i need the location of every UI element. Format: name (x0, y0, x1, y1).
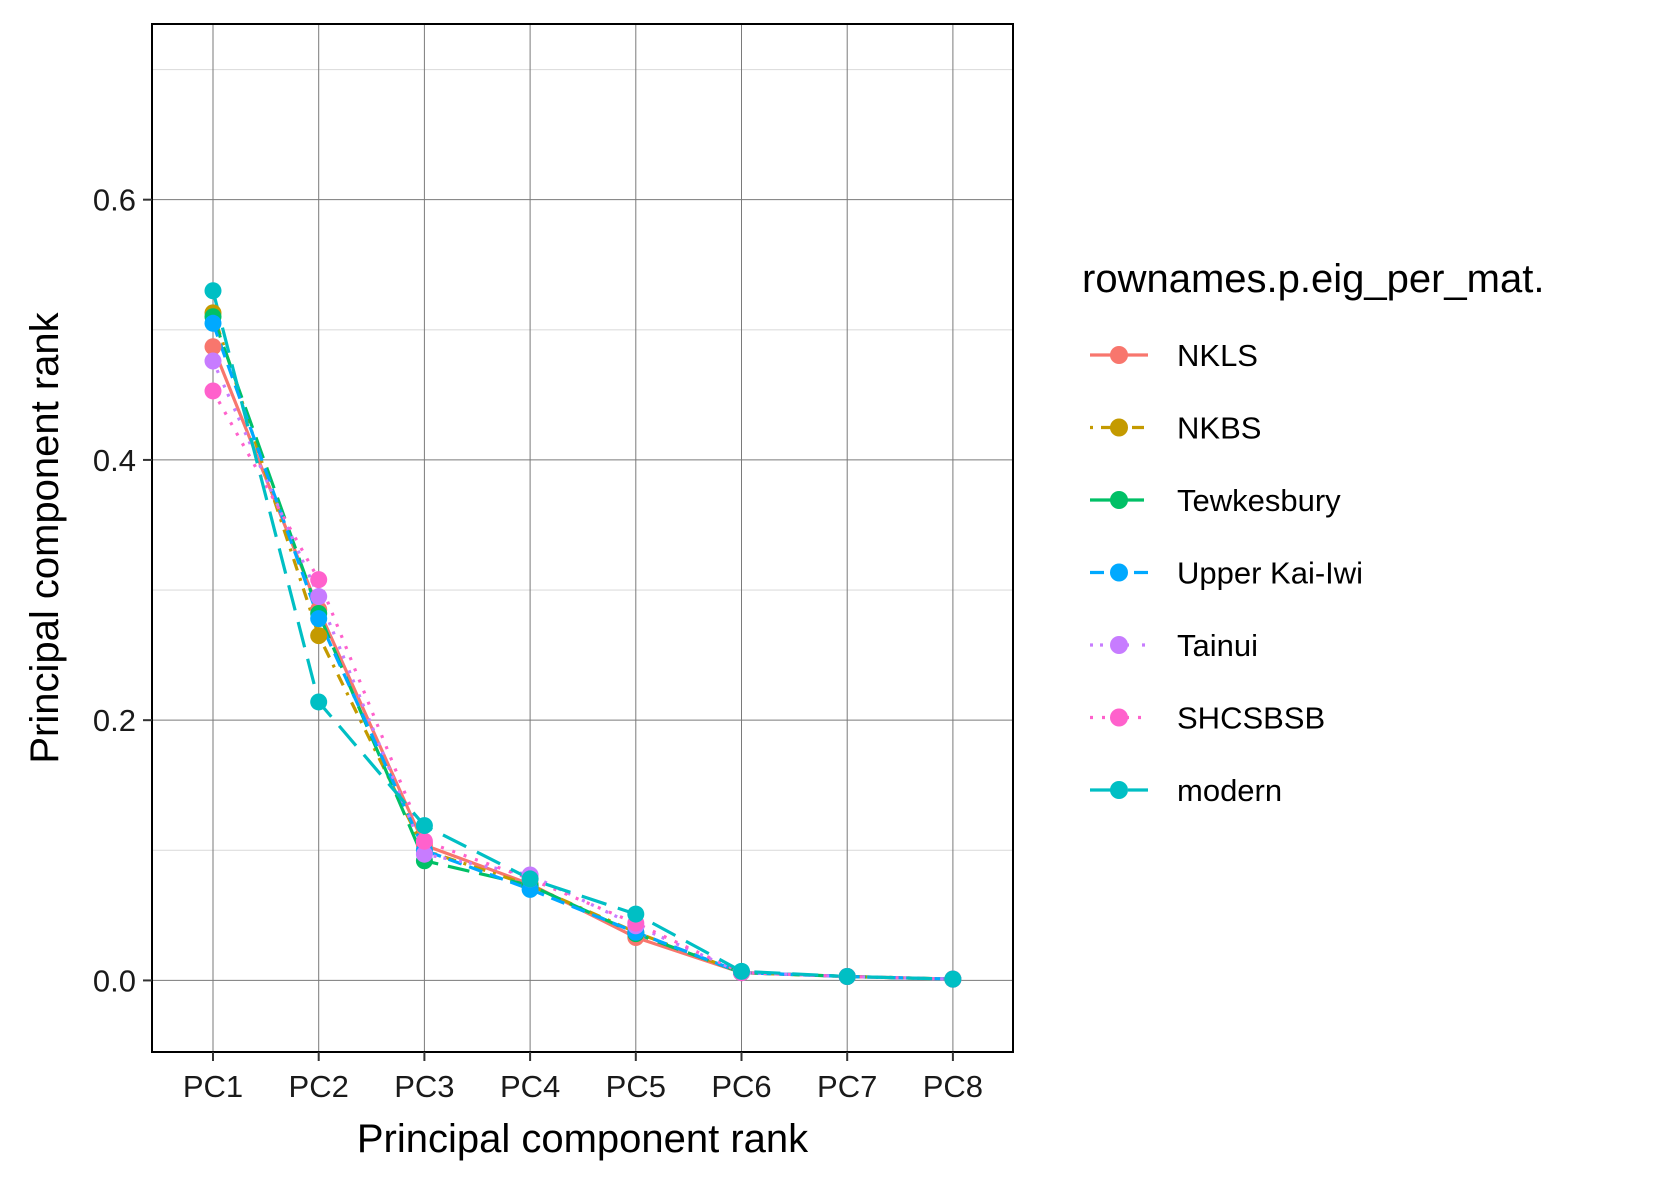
x-axis-title: Principal component rank (357, 1117, 809, 1161)
data-point (310, 588, 328, 606)
data-point (627, 905, 645, 923)
x-tick-label: PC1 (183, 1069, 243, 1104)
legend-title: rownames.p.eig_per_mat. (1082, 257, 1544, 301)
legend-key-point (1110, 781, 1128, 799)
data-point (204, 382, 222, 400)
x-tick-label: PC7 (817, 1069, 877, 1104)
x-tick-label: PC2 (289, 1069, 349, 1104)
x-tick-label: PC5 (606, 1069, 666, 1104)
data-point (838, 968, 856, 986)
legend-key-point (1110, 491, 1128, 509)
legend-key-point (1110, 636, 1128, 654)
data-point (944, 970, 962, 988)
x-tick-label: PC6 (711, 1069, 771, 1104)
legend-label: modern (1177, 773, 1282, 808)
y-tick-label: 0.2 (93, 703, 136, 738)
legend-label: NKBS (1177, 411, 1261, 446)
y-tick-label: 0.0 (93, 963, 136, 998)
grid (152, 24, 1013, 1052)
data-point (204, 338, 222, 356)
data-point (204, 314, 222, 332)
legend-label: NKLS (1177, 338, 1258, 373)
series-line (211, 290, 953, 981)
plot-panel-border (151, 23, 1014, 1053)
legend-label: Tainui (1177, 628, 1258, 663)
legend-label: Tewkesbury (1177, 483, 1341, 518)
data-point (415, 845, 433, 863)
data-point (204, 282, 222, 300)
data-point (733, 962, 750, 980)
legend-key-point (1110, 708, 1128, 727)
legend-label: Upper Kai-Iwi (1177, 556, 1363, 591)
data-point (310, 693, 328, 711)
legend-key-point (1110, 346, 1128, 364)
series-line (211, 360, 953, 981)
series-line (211, 322, 953, 981)
axes: 0.0 0.2 0.4 0.6 PC1 PC2 PC3 PC4 PC5 PC6 PC7 PC8 (93, 183, 983, 1104)
x-tick-label: PC8 (923, 1069, 983, 1104)
data-point (310, 571, 328, 589)
x-tick-label: PC3 (394, 1069, 454, 1104)
data-point (204, 352, 222, 370)
legend-key-point (1110, 563, 1128, 582)
data-point (310, 610, 328, 628)
data-point (310, 627, 328, 645)
legend-key-point (1110, 418, 1128, 437)
x-tick-label: PC4 (500, 1069, 560, 1104)
legend-label: SHCSBSB (1177, 701, 1325, 736)
y-tick-label: 0.6 (93, 183, 136, 218)
series-points (204, 282, 962, 988)
legend: NKLS NKBS Tewkesbury Upper Kai-Iwi Tainui SHC… (1090, 338, 1363, 808)
y-tick-label: 0.4 (93, 443, 136, 478)
data-point (415, 832, 433, 850)
data-point (521, 870, 539, 888)
y-axis-title: Principal component rank (23, 311, 67, 763)
data-point (415, 817, 433, 835)
series-lines (211, 290, 953, 981)
